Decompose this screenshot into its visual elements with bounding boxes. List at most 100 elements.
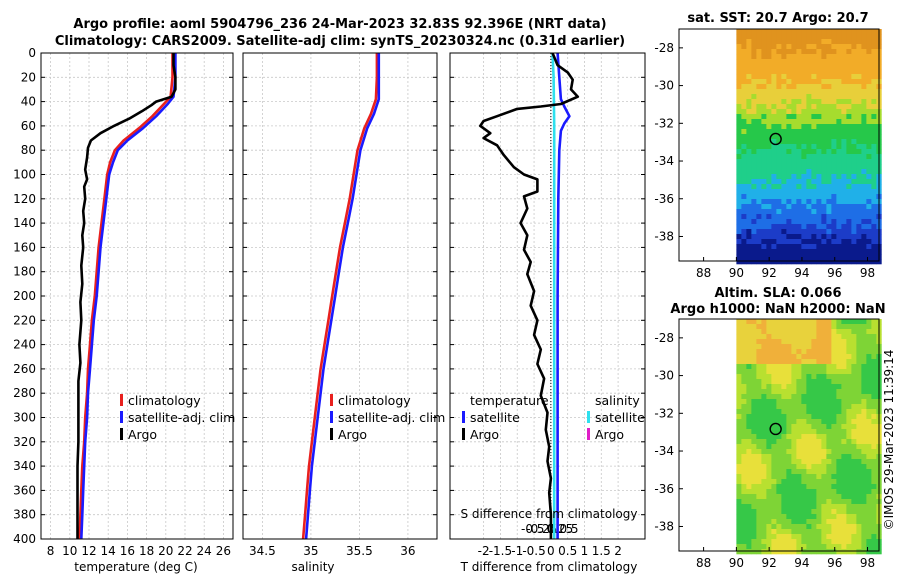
sst-map-cell xyxy=(761,254,767,260)
sst-map-cell xyxy=(756,104,762,110)
sla-map-cell xyxy=(831,439,837,445)
sla-map-cell xyxy=(831,499,837,505)
sla-map-cell xyxy=(736,484,742,490)
sla-map-cell xyxy=(846,324,852,330)
sst-map-cell xyxy=(871,154,877,160)
sst-map-cell xyxy=(781,134,787,140)
sst-map-cell xyxy=(736,194,742,200)
legend-swatch-climatology xyxy=(330,394,333,406)
sst-map-cell xyxy=(786,209,792,215)
sla-map-cell xyxy=(841,414,847,420)
sla-map-cell xyxy=(776,549,782,555)
sla-map-cell xyxy=(806,399,812,405)
sst-map-cell xyxy=(861,184,867,190)
sst-map-cell xyxy=(841,184,847,190)
sst-map-cell xyxy=(756,139,762,145)
sst-map-cell xyxy=(801,59,807,65)
sla-map-cell xyxy=(751,424,757,430)
sla-map-cell xyxy=(821,439,827,445)
sla-map-cell xyxy=(821,329,827,335)
sst-map-cell xyxy=(821,54,827,60)
sst-map-cell xyxy=(846,74,852,80)
sst-map-cell xyxy=(841,79,847,85)
sst-map-cell xyxy=(801,189,807,195)
sst-map-cell xyxy=(751,199,757,205)
sla-map-cell xyxy=(836,409,842,415)
sla-map-cell xyxy=(836,469,842,475)
sla-map-cell xyxy=(756,394,762,400)
sst-map-cell xyxy=(836,84,842,90)
sla-map-cell xyxy=(841,514,847,520)
sla-map-cell xyxy=(766,449,772,455)
sla-map-cell xyxy=(781,339,787,345)
sla-map-cell xyxy=(761,534,767,540)
sst-map-cell xyxy=(841,219,847,225)
sla-map-cell xyxy=(751,544,757,550)
sst-map-cell xyxy=(866,139,872,145)
sst-map-cell xyxy=(791,59,797,65)
sla-map-cell xyxy=(851,464,857,470)
sst-map-cell xyxy=(751,154,757,160)
sla-map-cell xyxy=(796,504,802,510)
sla-map-cell xyxy=(826,374,832,380)
sst-map-cell xyxy=(776,254,782,260)
sst-map-cell xyxy=(846,204,852,210)
sla-map-cell xyxy=(816,469,822,475)
sst-map-cell xyxy=(816,149,822,155)
sst-map-cell xyxy=(801,29,807,35)
sst-map-cell xyxy=(776,79,782,85)
sst-map-cell xyxy=(821,34,827,40)
sla-map-cell xyxy=(836,374,842,380)
sst-map-cell xyxy=(776,44,782,50)
sla-map-cell xyxy=(871,324,877,330)
sla-map-cell xyxy=(866,524,872,530)
sla-map-cell xyxy=(826,364,832,370)
sst-map-cell xyxy=(806,119,812,125)
sla-map-cell xyxy=(746,489,752,495)
sst-map-cell xyxy=(851,64,857,70)
sst-map-cell xyxy=(841,114,847,120)
sst-map-cell xyxy=(841,169,847,175)
sst-map-cell xyxy=(861,139,867,145)
sst-map-cell xyxy=(811,189,817,195)
sla-map-cell xyxy=(791,534,797,540)
sla-map-cell xyxy=(856,409,862,415)
sst-map-cell xyxy=(836,99,842,105)
sla-map-cell xyxy=(856,464,862,470)
sst-map-cell xyxy=(816,124,822,130)
sla-map-cell xyxy=(736,504,742,510)
sst-map-cell xyxy=(766,84,772,90)
sla-map-cell xyxy=(796,329,802,335)
sla-map-cell xyxy=(791,404,797,410)
sla-map-cell xyxy=(801,329,807,335)
sst-map-cell xyxy=(861,204,867,210)
sst-map-cell xyxy=(861,109,867,115)
sla-map-cell xyxy=(776,394,782,400)
sst-map-cell xyxy=(756,34,762,40)
sla-map-cell xyxy=(871,434,877,440)
sla-map-cell xyxy=(756,549,762,555)
sla-map-cell xyxy=(766,424,772,430)
sla-map-cell xyxy=(841,364,847,370)
sst-map-cell xyxy=(856,194,862,200)
y-tick-label: 200 xyxy=(13,289,36,303)
sst-map-cell xyxy=(841,254,847,260)
sst-map-cell xyxy=(786,129,792,135)
sst-map-cell xyxy=(776,214,782,220)
sla-map-cell xyxy=(866,534,872,540)
sla-map-cell xyxy=(841,459,847,465)
sst-map-cell xyxy=(781,149,787,155)
sla-map-cell xyxy=(781,404,787,410)
sla-map-cell xyxy=(796,499,802,505)
sla-map-cell xyxy=(816,349,822,355)
sst-map-cell xyxy=(796,164,802,170)
series-line-argo xyxy=(76,53,177,539)
sst-map-cell xyxy=(736,189,742,195)
sla-map-cell xyxy=(801,439,807,445)
sst-map-cell xyxy=(741,84,747,90)
sst-map-cell xyxy=(746,29,752,35)
sst-map-cell xyxy=(796,119,802,125)
sst-map-cell xyxy=(751,164,757,170)
sla-map-cell xyxy=(841,534,847,540)
sst-map-cell xyxy=(746,124,752,130)
